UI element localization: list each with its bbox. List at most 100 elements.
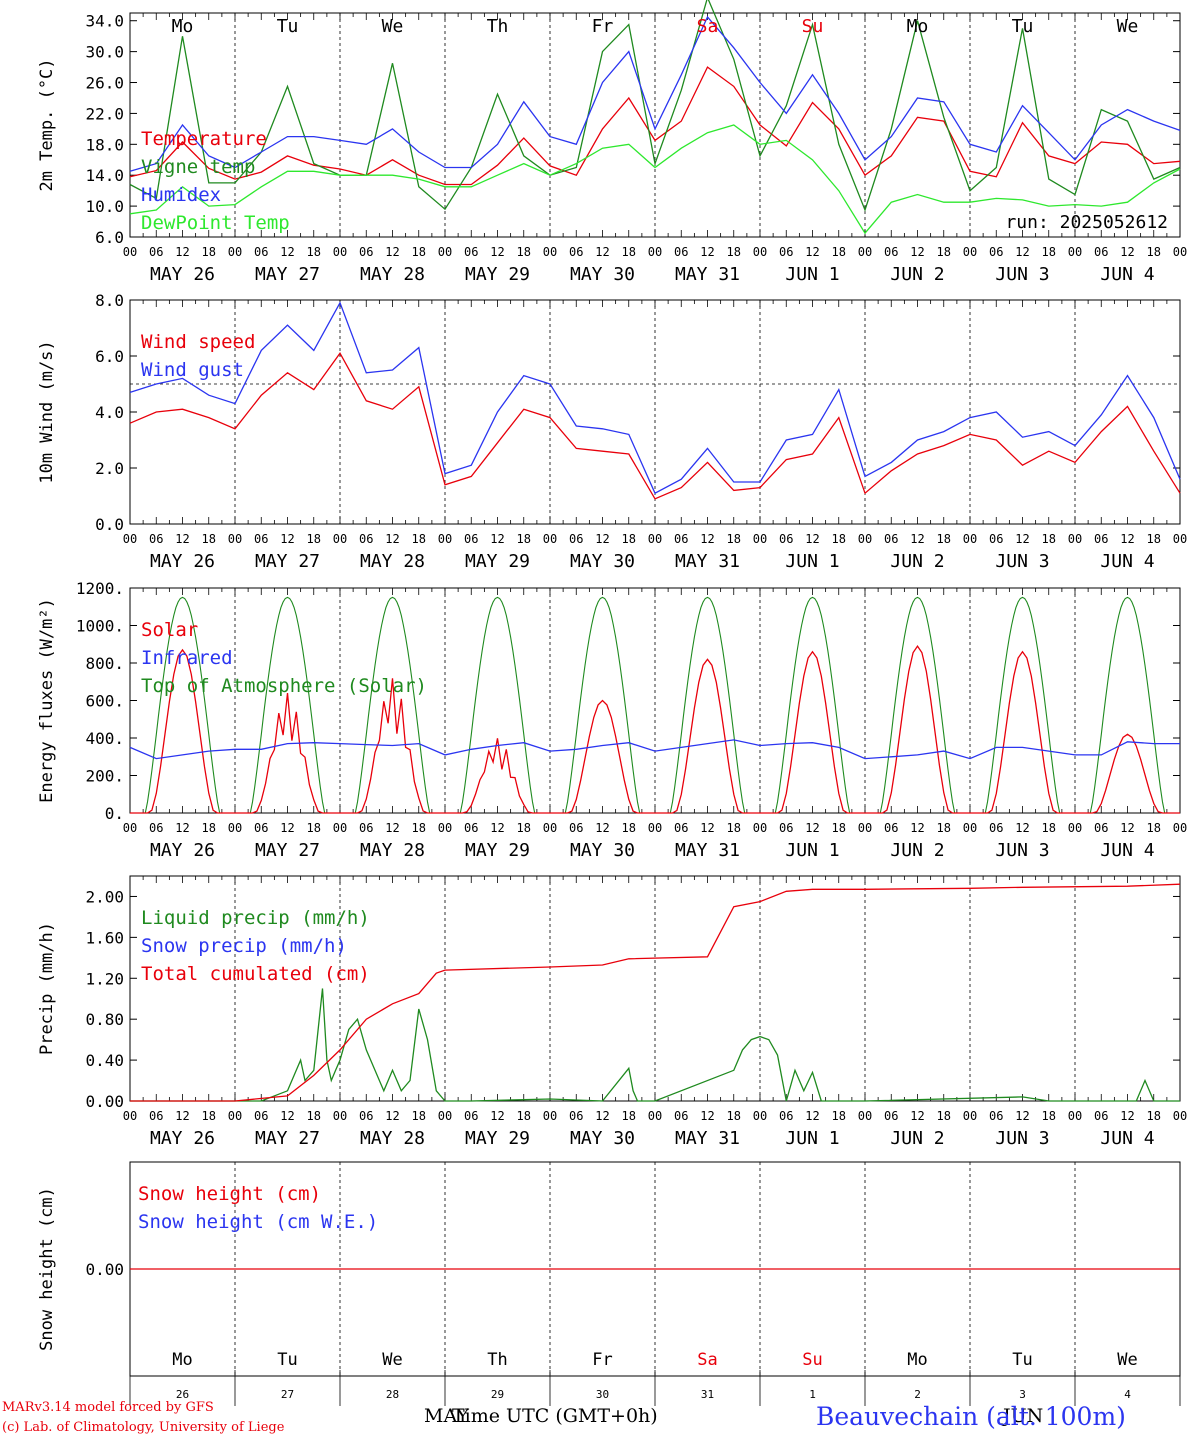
hour-tick-label: 18 (937, 532, 951, 546)
date-label: JUN 2 (890, 840, 944, 861)
hour-tick-label: 06 (569, 1109, 583, 1123)
hour-tick-label: 12 (595, 1109, 609, 1123)
hour-tick-label: 18 (1147, 1109, 1161, 1123)
plot-frame-1 (129, 12, 1181, 238)
hour-tick-label: 12 (1015, 1109, 1029, 1123)
legend-entry: Solar (141, 619, 198, 641)
hour-tick-label: 18 (412, 532, 426, 546)
y-tick-label: 2.00 (85, 887, 124, 906)
hour-tick-label: 06 (569, 532, 583, 546)
hour-tick-label: 18 (1042, 245, 1056, 259)
hour-tick-label: 00 (333, 821, 347, 835)
hour-tick-label: 00 (333, 1109, 347, 1123)
y-axis-title: 10m Wind (m/s) (37, 340, 57, 483)
y-tick-label: 6.0 (95, 228, 124, 247)
hour-tick-label: 06 (674, 532, 688, 546)
hour-tick-label: 12 (490, 1109, 504, 1123)
weekday-label: Mo (172, 16, 194, 37)
hour-tick-label: 00 (1068, 532, 1082, 546)
hour-tick-label: 00 (543, 245, 557, 259)
hour-tick-label: 18 (307, 821, 321, 835)
hour-tick-label: 06 (989, 821, 1003, 835)
hour-tick-label: 06 (884, 1109, 898, 1123)
hour-tick-label: 06 (254, 532, 268, 546)
hour-tick-label: 06 (884, 245, 898, 259)
series-line-temperature (129, 66, 1181, 186)
hour-tick-label: 06 (464, 1109, 478, 1123)
station-name: Beauvechain (alt. 100m) (816, 1402, 1126, 1431)
hour-tick-label: 00 (228, 532, 242, 546)
hour-tick-label: 18 (1042, 532, 1056, 546)
hour-tick-label: 06 (464, 532, 478, 546)
hour-tick-label: 12 (1120, 821, 1134, 835)
date-label: JUN 1 (785, 264, 839, 285)
month-label-jun: JUN (1003, 1405, 1044, 1427)
weekday-label: Su (802, 16, 824, 37)
series-line-humidex (129, 15, 1181, 172)
hour-tick-label: 00 (1068, 1109, 1082, 1123)
weekday-label: Tu (1012, 16, 1034, 37)
date-label: JUN 2 (890, 264, 944, 285)
hour-tick-label: 18 (832, 821, 846, 835)
y-axis-title: Energy fluxes (W/m²) (37, 598, 57, 803)
hour-tick-label: 00 (228, 1109, 242, 1123)
hour-tick-label: 18 (517, 245, 531, 259)
hour-tick-label: 00 (1173, 821, 1187, 835)
y-tick-label: 1200. (76, 579, 124, 598)
hour-tick-label: 00 (648, 1109, 662, 1123)
hour-tick-label: 00 (543, 821, 557, 835)
weekday-label: Tu (1012, 1350, 1032, 1370)
hour-tick-label: 12 (595, 821, 609, 835)
date-label: MAY 28 (360, 840, 425, 861)
hour-tick-label: 18 (1042, 1109, 1056, 1123)
legend-entry: Temperature (141, 128, 267, 150)
hour-tick-label: 06 (359, 245, 373, 259)
hour-tick-label: 12 (280, 245, 294, 259)
hour-tick-label: 18 (517, 1109, 531, 1123)
y-axis-title: Snow height (cm) (37, 1187, 57, 1351)
weekday-label: Tu (277, 1350, 297, 1370)
date-label: JUN 2 (890, 551, 944, 572)
hour-tick-label: 06 (254, 821, 268, 835)
hour-tick-label: 00 (963, 1109, 977, 1123)
hour-tick-label: 06 (149, 532, 163, 546)
weekday-label: Su (802, 1350, 822, 1370)
hour-tick-label: 18 (307, 532, 321, 546)
hour-tick-label: 00 (963, 821, 977, 835)
hour-tick-label: 12 (805, 245, 819, 259)
hour-tick-label: 06 (359, 532, 373, 546)
hour-tick-label: 12 (1015, 532, 1029, 546)
hour-tick-label: 06 (569, 245, 583, 259)
hour-tick-label: 00 (963, 532, 977, 546)
hour-tick-label: 18 (1147, 532, 1161, 546)
hour-tick-label: 00 (1068, 821, 1082, 835)
y-tick-label: 0.80 (85, 1010, 124, 1029)
plot-frame-3 (129, 587, 1181, 814)
y-tick-label: 10.0 (85, 197, 124, 216)
hour-tick-label: 18 (832, 245, 846, 259)
y-tick-label: 400. (85, 729, 124, 748)
hour-tick-label: 18 (832, 532, 846, 546)
hour-tick-label: 06 (884, 532, 898, 546)
hour-tick-label: 00 (753, 1109, 767, 1123)
hour-tick-label: 00 (753, 532, 767, 546)
credit-line-2: (c) Lab. of Climatology, University of L… (2, 1420, 285, 1435)
legend-entry: Infrared (141, 647, 233, 669)
date-label: MAY 28 (360, 551, 425, 572)
hour-tick-label: 12 (280, 532, 294, 546)
hour-tick-label: 12 (910, 1109, 924, 1123)
hour-tick-label: 00 (753, 821, 767, 835)
hour-tick-label: 12 (175, 821, 189, 835)
series-line-dewpoint-temp (129, 124, 1181, 235)
hour-tick-label: 00 (858, 821, 872, 835)
date-label: JUN 3 (995, 1128, 1049, 1149)
y-tick-label: 0.40 (85, 1051, 124, 1070)
x-axis-title: Time UTC (GMT+0h) (452, 1405, 658, 1427)
hour-tick-label: 06 (359, 1109, 373, 1123)
hour-tick-label: 12 (385, 1109, 399, 1123)
day-number-label: 31 (701, 1388, 714, 1401)
day-number-label: 28 (386, 1388, 399, 1401)
y-tick-label: 14.0 (85, 166, 124, 185)
y-tick-label: 8.0 (95, 291, 124, 310)
date-label: MAY 28 (360, 264, 425, 285)
